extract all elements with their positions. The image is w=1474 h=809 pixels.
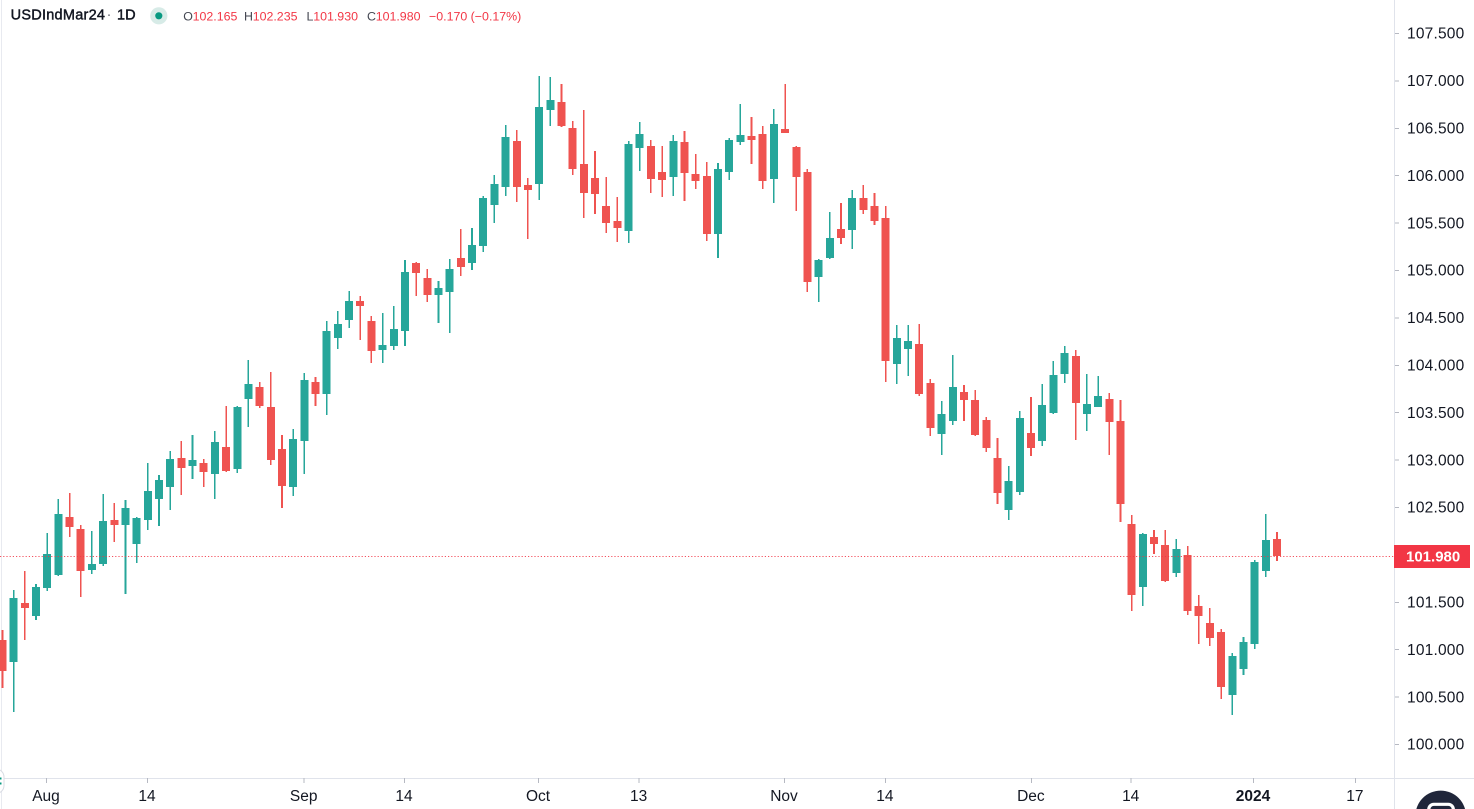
svg-text:O: O bbox=[183, 10, 193, 24]
svg-text:Sep: Sep bbox=[290, 788, 318, 805]
svg-text:106.000: 106.000 bbox=[1407, 168, 1465, 185]
svg-text:101.980: 101.980 bbox=[376, 10, 421, 24]
svg-text:Oct: Oct bbox=[526, 788, 551, 805]
svg-text:·: · bbox=[107, 6, 112, 23]
svg-text:104.000: 104.000 bbox=[1407, 358, 1465, 375]
svg-text:C: C bbox=[367, 10, 376, 24]
svg-text:1D: 1D bbox=[117, 8, 136, 24]
svg-text:105.000: 105.000 bbox=[1407, 263, 1465, 280]
svg-text:H: H bbox=[244, 10, 253, 24]
svg-text:101.930: 101.930 bbox=[313, 10, 358, 24]
svg-text:102.235: 102.235 bbox=[253, 10, 298, 24]
svg-text:14: 14 bbox=[395, 788, 413, 805]
svg-text:14: 14 bbox=[1122, 788, 1140, 805]
svg-text:103.000: 103.000 bbox=[1407, 452, 1465, 469]
svg-text:100.500: 100.500 bbox=[1407, 689, 1465, 706]
svg-text:−0.170 (−0.17%): −0.170 (−0.17%) bbox=[429, 10, 521, 24]
svg-text:2024: 2024 bbox=[1236, 788, 1271, 805]
svg-text:101.980: 101.980 bbox=[1406, 549, 1460, 566]
svg-text:101.000: 101.000 bbox=[1407, 642, 1465, 659]
svg-text:103.500: 103.500 bbox=[1407, 405, 1465, 422]
svg-text:106.500: 106.500 bbox=[1407, 121, 1465, 138]
svg-text:17: 17 bbox=[1346, 788, 1363, 805]
svg-text:107.000: 107.000 bbox=[1407, 73, 1465, 90]
svg-text:L: L bbox=[307, 10, 314, 24]
svg-text:14: 14 bbox=[138, 788, 156, 805]
svg-text:102.500: 102.500 bbox=[1407, 500, 1465, 517]
svg-text:Aug: Aug bbox=[32, 788, 60, 805]
svg-text:105.500: 105.500 bbox=[1407, 215, 1465, 232]
svg-text:13: 13 bbox=[630, 788, 647, 805]
svg-text:100.000: 100.000 bbox=[1407, 737, 1465, 754]
svg-text:14: 14 bbox=[876, 788, 894, 805]
svg-text:102.165: 102.165 bbox=[193, 10, 238, 24]
svg-text:107.500: 107.500 bbox=[1407, 26, 1465, 43]
svg-text:101.500: 101.500 bbox=[1407, 595, 1465, 612]
svg-text:Dec: Dec bbox=[1017, 788, 1045, 805]
svg-text:USDIndMar24: USDIndMar24 bbox=[11, 8, 106, 24]
svg-text:104.500: 104.500 bbox=[1407, 310, 1465, 327]
svg-text:Nov: Nov bbox=[770, 788, 798, 805]
